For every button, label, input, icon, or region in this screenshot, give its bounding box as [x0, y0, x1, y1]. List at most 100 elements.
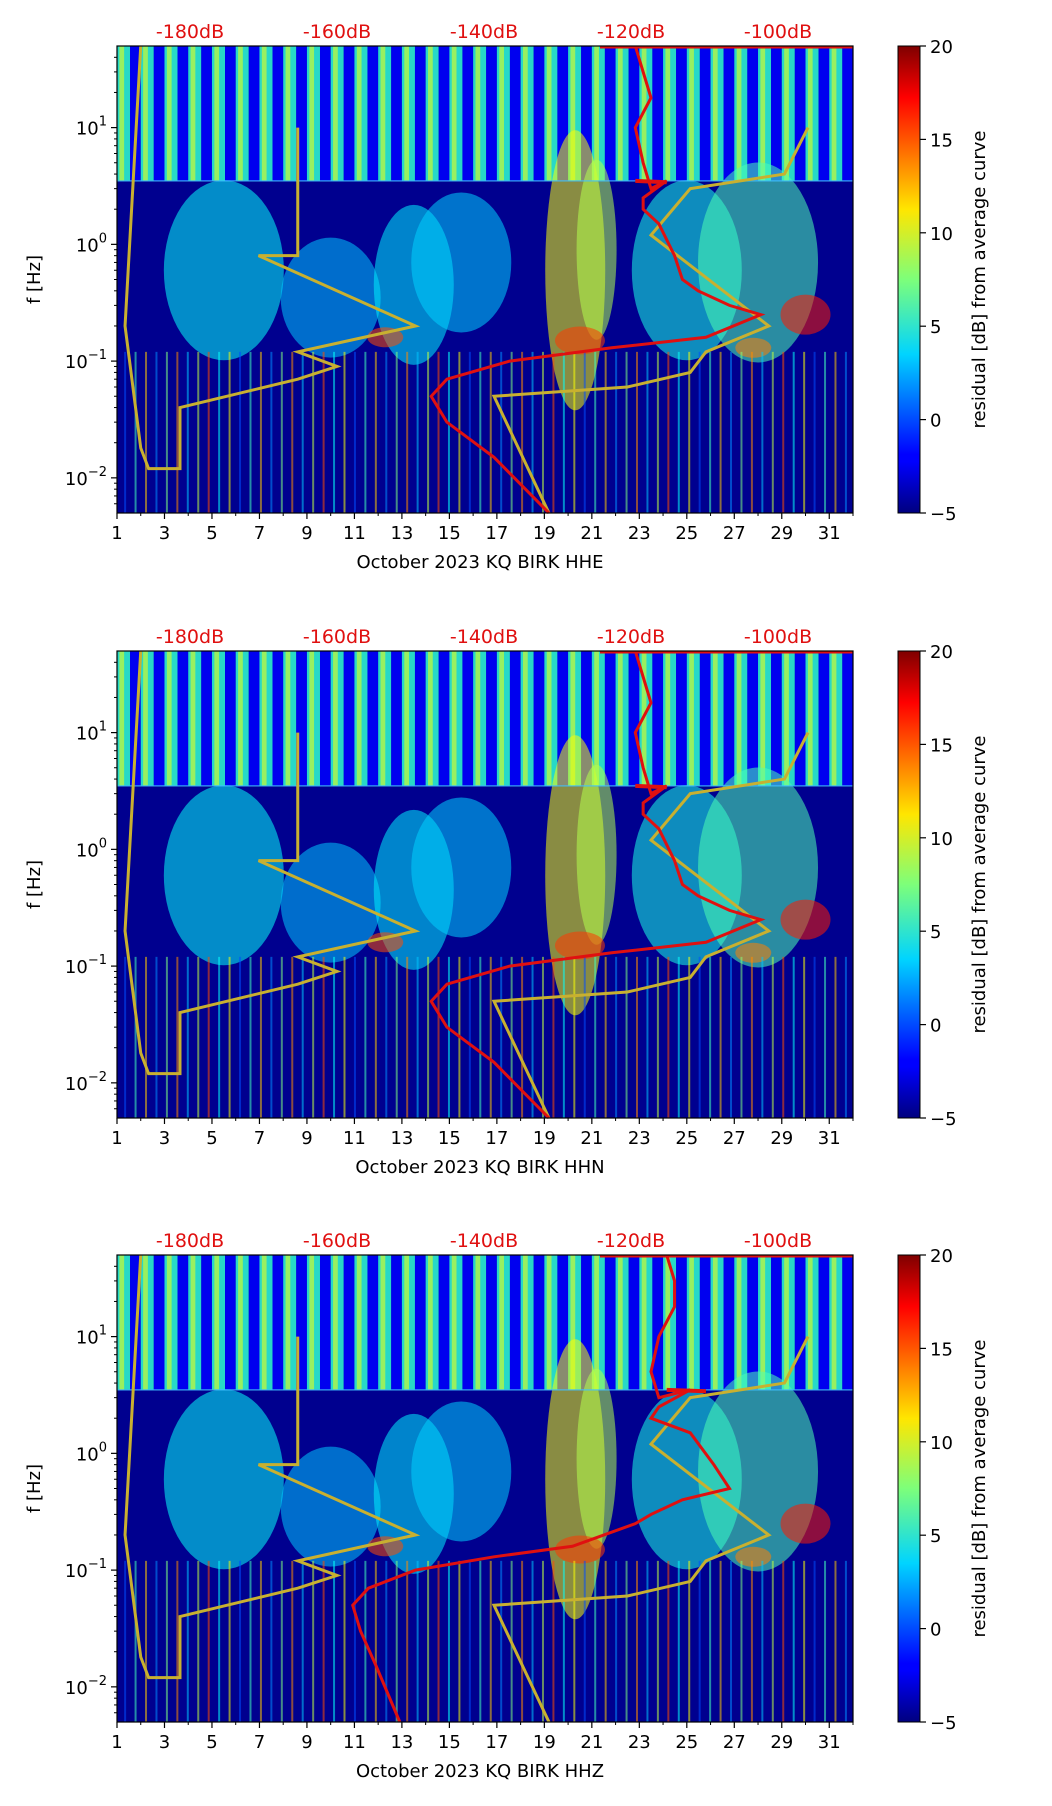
- db-label: -100dB: [744, 626, 812, 648]
- lf-spike: [521, 956, 524, 1118]
- lf-spike: [291, 1560, 294, 1722]
- lf-spike: [667, 956, 670, 1118]
- lf-spike: [353, 1560, 356, 1722]
- x-tick-label: 7: [254, 523, 265, 544]
- x-tick-label: 27: [723, 1732, 746, 1753]
- y-tick-base: 10: [76, 1444, 99, 1465]
- hf-day-band-core: [831, 46, 837, 181]
- hf-day-band-core: [238, 46, 243, 181]
- x-tick-label: 11: [343, 1128, 366, 1149]
- lf-spike: [552, 1560, 555, 1722]
- hf-day-band-core: [522, 46, 528, 181]
- lf-spike: [385, 351, 388, 513]
- hf-night-band: [272, 1255, 284, 1390]
- microseism-blob: [780, 294, 831, 335]
- lf-spike: [259, 956, 262, 1118]
- y-tick-base: 10: [76, 1328, 99, 1349]
- hf-night-band: [462, 46, 474, 181]
- lf-spike: [416, 1560, 419, 1722]
- db-label: -160dB: [303, 21, 371, 43]
- x-tick-label: 23: [628, 1128, 651, 1149]
- hf-night-band: [604, 651, 616, 786]
- psd-curve: [429, 650, 766, 1120]
- y-tick-base: 10: [76, 840, 99, 861]
- microseism-blob: [367, 327, 404, 348]
- hf-night-band: [842, 46, 853, 181]
- hf-night-band: [177, 46, 189, 181]
- spectrogram-texture: [117, 651, 853, 1118]
- lf-spike: [427, 956, 430, 1118]
- lf-spike: [228, 351, 231, 513]
- microseism-blob: [554, 326, 605, 355]
- db-label: -180dB: [156, 1230, 224, 1252]
- x-tick-label: 27: [723, 1128, 746, 1149]
- y-tick-exponent: −2: [88, 1070, 107, 1085]
- hf-day-band-core: [451, 46, 457, 181]
- hf-day-band-core: [451, 1255, 457, 1390]
- db-label: -180dB: [156, 21, 224, 43]
- lf-spike: [416, 351, 419, 513]
- lf-spike: [155, 351, 158, 513]
- hf-day-band-core: [499, 46, 504, 181]
- hf-day-band-core: [736, 651, 742, 786]
- hf-day-band-core: [261, 651, 267, 786]
- lf-spike: [176, 956, 179, 1118]
- hf-night-band: [177, 651, 189, 786]
- hf-night-band: [225, 1255, 236, 1390]
- x-tick-label: 17: [485, 1128, 508, 1149]
- lf-spike: [374, 1560, 377, 1722]
- hf-night-band: [794, 1255, 806, 1390]
- lf-spike: [447, 1560, 450, 1722]
- x-tick-label: 17: [485, 523, 508, 544]
- lf-spike: [291, 351, 294, 513]
- hf-night-band: [391, 46, 402, 181]
- hf-day-band-core: [475, 651, 481, 786]
- hf-night-band: [533, 1255, 545, 1390]
- hf-night-band: [628, 651, 640, 786]
- lf-spike: [270, 956, 273, 1118]
- hf-day-band-core: [166, 651, 172, 786]
- lf-spike: [437, 956, 440, 1118]
- y-tick-base: 10: [65, 1678, 88, 1699]
- hf-day-band-core: [736, 46, 742, 181]
- psd-peak: [635, 178, 667, 185]
- colorbar-label: residual [dB] from average curve: [969, 735, 990, 1033]
- hf-day-band-core: [404, 1255, 410, 1390]
- lf-spike: [792, 1560, 795, 1722]
- lf-spike: [844, 351, 847, 513]
- hf-night-band: [604, 46, 616, 181]
- y-tick-base: 10: [65, 352, 88, 373]
- lf-spike: [750, 351, 753, 513]
- lf-spike: [218, 351, 221, 513]
- hf-night-band: [509, 46, 521, 181]
- x-tick-label: 9: [301, 523, 312, 544]
- colorbar: 20 15 10 5 0 −5 residual [dB] from average cur…: [897, 1246, 990, 1734]
- hf-night-band: [699, 651, 711, 786]
- x-tick-label: 13: [390, 1128, 413, 1149]
- lf-spike: [333, 956, 336, 1118]
- colorbar-tick-label: 10: [930, 1433, 953, 1454]
- hf-day-band-core: [784, 46, 789, 181]
- lf-spike: [343, 956, 346, 1118]
- hf-night-band: [153, 651, 165, 786]
- colorbar-tick-label: 0: [930, 1620, 941, 1641]
- x-tick-label: 19: [533, 1732, 556, 1753]
- x-tick-label: 15: [438, 1128, 461, 1149]
- psd-curve: [351, 1254, 732, 1723]
- y-tick-label: 10−2: [65, 1674, 107, 1699]
- colorbar-tick-label: −5: [930, 1109, 957, 1130]
- hf-night-band: [319, 651, 331, 786]
- colorbar-tick-label: 15: [930, 735, 953, 756]
- hf-day-band-core: [356, 46, 362, 181]
- hf-night-band: [628, 1255, 640, 1390]
- lf-spike: [750, 1560, 753, 1722]
- lf-spike: [176, 351, 179, 513]
- lf-spike: [541, 956, 544, 1118]
- hf-day-band-core: [119, 1255, 125, 1390]
- hf-day-band-core: [807, 651, 813, 786]
- lf-spike: [124, 1560, 127, 1722]
- lf-spike: [447, 351, 450, 513]
- microseism-blob: [163, 1389, 284, 1570]
- lf-spike: [427, 351, 430, 513]
- lf-spike: [406, 351, 409, 513]
